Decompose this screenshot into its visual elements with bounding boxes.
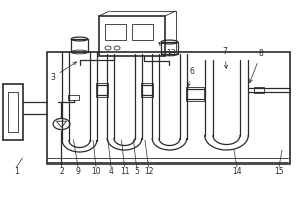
Text: 2: 2 xyxy=(59,168,64,176)
Bar xyxy=(99,16,165,56)
Bar xyxy=(96,83,108,97)
Text: 8: 8 xyxy=(249,49,263,83)
Bar xyxy=(46,52,290,164)
Bar xyxy=(71,39,88,52)
Bar xyxy=(141,83,153,97)
Text: 3: 3 xyxy=(50,62,76,82)
Bar xyxy=(254,87,264,93)
Text: 1: 1 xyxy=(14,168,19,176)
Text: 15: 15 xyxy=(274,168,284,176)
Text: 13: 13 xyxy=(159,42,176,58)
Bar xyxy=(105,24,126,40)
Text: 9: 9 xyxy=(76,168,80,176)
Text: 6: 6 xyxy=(187,67,194,87)
Bar xyxy=(161,42,178,54)
Text: 10: 10 xyxy=(91,168,101,176)
Text: 7: 7 xyxy=(223,47,228,68)
Bar xyxy=(186,87,204,101)
Bar xyxy=(3,84,22,140)
Text: 5: 5 xyxy=(134,168,139,176)
Text: 14: 14 xyxy=(232,168,242,176)
Bar xyxy=(132,24,153,40)
Text: 11: 11 xyxy=(120,168,129,176)
Bar xyxy=(68,95,79,100)
Bar xyxy=(8,92,18,132)
Text: 4: 4 xyxy=(109,168,113,176)
Text: 12: 12 xyxy=(144,168,153,176)
